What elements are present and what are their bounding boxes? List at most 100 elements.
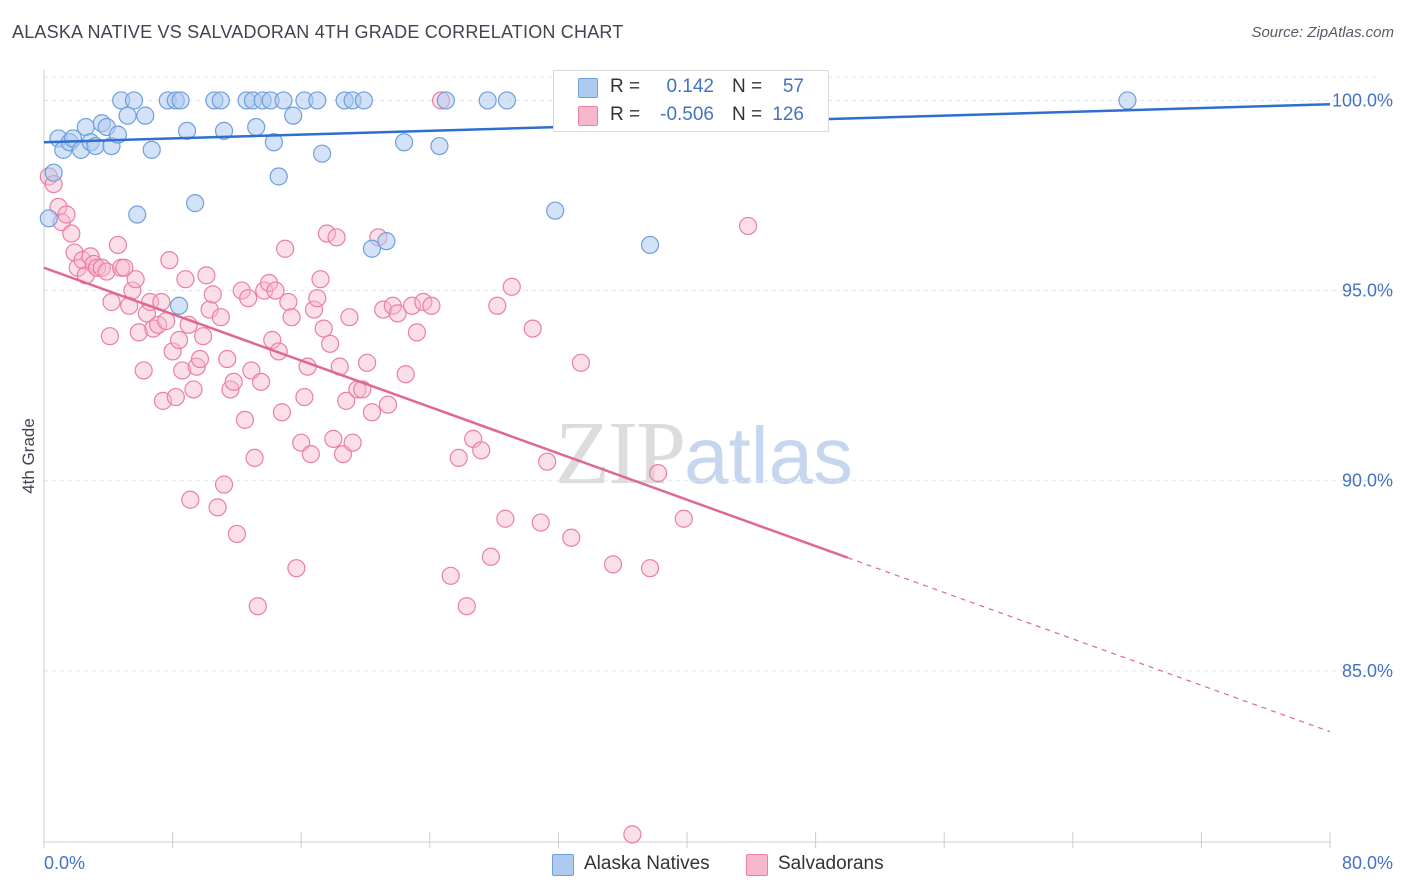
salvadoran-point [488, 296, 507, 315]
salvadoran-point [311, 270, 330, 289]
salvadoran-point [211, 308, 230, 327]
r-value: 0.142 [666, 76, 714, 97]
alaska-native-point [640, 235, 660, 255]
alaska-native-point [546, 201, 565, 220]
n-value: 57 [782, 76, 804, 97]
r-label: R = [610, 104, 641, 125]
alaska-native-point [136, 106, 155, 125]
alaska-native-point [44, 163, 63, 182]
series-legend: Alaska Natives Salvadorans [0, 852, 1406, 878]
salvadoran-point [248, 597, 267, 616]
salvadoran-point [224, 372, 243, 391]
salvadoran-point [422, 296, 441, 315]
salvadoran-point [531, 513, 550, 532]
x-tick-label: 0.0% [44, 853, 85, 873]
alaska-native-point [478, 91, 497, 110]
salvadoran-point [232, 281, 251, 300]
salvadoran-point [169, 330, 189, 350]
salvadoran-point [245, 448, 264, 468]
salvadoran-point [403, 296, 422, 315]
y-tick-label: 90.0% [1342, 471, 1393, 491]
salvadoran-point [472, 441, 491, 460]
salvadoran-point [279, 292, 298, 312]
salvadoran-point [457, 597, 476, 616]
alaska-native-point [171, 91, 190, 110]
y-tick-label: 100.0% [1332, 90, 1393, 110]
alaska-native-point [377, 232, 396, 251]
r-label: R = [610, 76, 641, 97]
alaska-native-point [142, 140, 161, 159]
salvadoran-point [115, 258, 134, 277]
salvadoran-point [184, 380, 203, 399]
salvadoran-point [388, 304, 407, 323]
salvadoran-point [327, 228, 346, 247]
salvadoran-point [358, 353, 377, 372]
salvadoran-point [648, 464, 668, 483]
alaska-native-point [354, 91, 373, 110]
salvadoran-point [562, 528, 581, 547]
salvadoran-point [523, 319, 542, 338]
salvadoran-point [603, 555, 623, 574]
alaska-natives-points [39, 91, 1137, 315]
salvadoran-point [166, 387, 185, 407]
salvadoran-point [481, 547, 500, 566]
salvadoran-point [126, 270, 145, 289]
y-tick-label: 95.0% [1342, 281, 1393, 301]
alaska-native-point [269, 167, 288, 186]
salvadoran-point [340, 308, 359, 327]
alaska-native-point [284, 106, 303, 125]
salvadoran-point [197, 266, 216, 285]
salvadoran-point [337, 391, 356, 410]
legend-row-alaska-natives: R = 0.142 N = 57 [554, 73, 828, 101]
alaska-native-point [430, 136, 449, 156]
salvadoran-point [282, 308, 301, 327]
salvadoran-point [324, 429, 343, 448]
alaska-natives-legend-swatch [552, 854, 574, 876]
salvadoran-point [343, 433, 362, 452]
salvadoran-point [640, 559, 660, 578]
salvadoran-point [239, 289, 258, 308]
salvadoran-point [571, 353, 591, 372]
legend-row-salvadorans: R = -0.506 N = 126 [554, 101, 828, 129]
y-tick-label: 85.0% [1342, 661, 1393, 681]
salvadoran-point [100, 327, 120, 346]
salvadorans-trend-extension [847, 557, 1331, 733]
salvadoran-point [57, 205, 76, 224]
alaska-native-point [39, 209, 58, 228]
x-tick-label: 80.0% [1342, 853, 1393, 873]
salvadoran-point [194, 327, 213, 346]
salvadoran-point [295, 387, 314, 407]
salvadoran-point [321, 334, 340, 353]
alaska-native-point [169, 296, 189, 315]
salvadoran-point [449, 448, 468, 468]
salvadoran-point [62, 224, 81, 243]
alaska-natives-swatch [578, 78, 598, 98]
watermark-zip: ZIP [555, 404, 686, 503]
salvadoran-point [287, 559, 306, 578]
alaska-native-point [177, 121, 197, 140]
alaska-native-point [76, 117, 95, 137]
salvadoran-point [502, 277, 521, 296]
salvadoran-point [176, 270, 195, 289]
alaska-native-point [274, 91, 293, 110]
alaska-native-point [247, 117, 266, 137]
salvadoran-point [235, 410, 255, 429]
salvadoran-point [259, 273, 279, 293]
salvadoran-point [538, 452, 557, 471]
salvadoran-point [97, 262, 116, 281]
salvadorans-legend-swatch [746, 854, 768, 876]
salvadoran-point [272, 403, 292, 422]
alaska-native-point [118, 106, 137, 125]
alaska-native-point [211, 91, 230, 110]
salvadoran-point [362, 403, 382, 422]
alaska-native-point [1118, 91, 1137, 110]
salvadoran-point [441, 566, 460, 585]
legend-label: Alaska Natives [584, 853, 710, 874]
alaska-native-point [394, 133, 414, 152]
salvadoran-point [163, 342, 182, 361]
salvadoran-point [374, 300, 393, 319]
salvadoran-point [314, 319, 333, 338]
legend-label: Salvadorans [778, 853, 884, 874]
source-label: Source: ZipAtlas.com [1251, 24, 1394, 41]
salvadorans-trend-line [43, 266, 849, 559]
